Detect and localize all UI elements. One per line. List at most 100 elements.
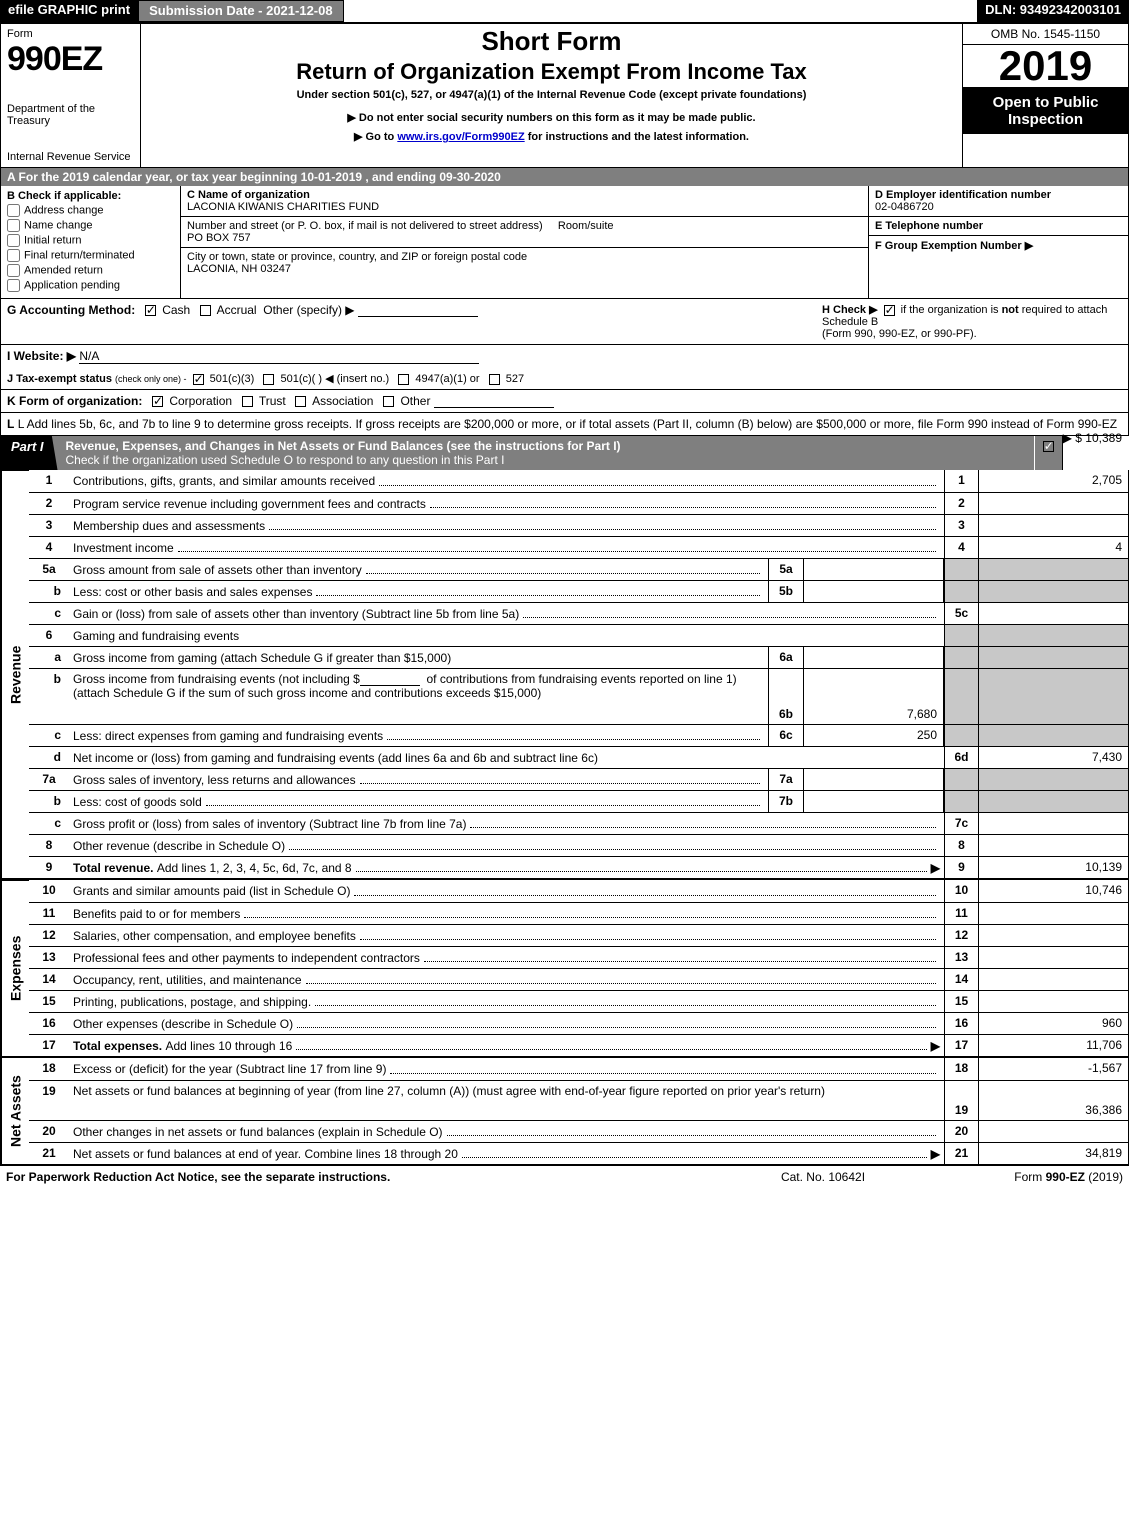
midval-5a bbox=[804, 559, 944, 580]
num-21: 21 bbox=[944, 1143, 978, 1164]
b-label: B Check if applicable: bbox=[7, 190, 174, 202]
short-form-title: Short Form bbox=[147, 26, 956, 57]
mid-7a: 7a bbox=[768, 769, 804, 790]
mid-6c: 6c bbox=[768, 725, 804, 746]
e-label: E Telephone number bbox=[875, 220, 1122, 232]
num-15: 15 bbox=[944, 991, 978, 1012]
footer-left: For Paperwork Reduction Act Notice, see … bbox=[6, 1170, 723, 1184]
l-amount: ▶ $ 10,389 bbox=[1063, 431, 1122, 445]
i-label: I Website: ▶ bbox=[7, 349, 76, 363]
g-cash: Cash bbox=[162, 303, 190, 317]
num-5c: 5c bbox=[944, 603, 978, 624]
val-7c bbox=[978, 813, 1128, 834]
j-4947-check[interactable] bbox=[398, 374, 409, 385]
form-label: Form bbox=[7, 28, 134, 40]
ssn-note: ▶ Do not enter social security numbers o… bbox=[147, 111, 956, 124]
part1-check-note: Check if the organization used Schedule … bbox=[66, 453, 505, 467]
g-cash-check[interactable] bbox=[145, 305, 156, 316]
part1-check[interactable] bbox=[1034, 436, 1062, 470]
num-13: 13 bbox=[944, 947, 978, 968]
table-row: aGross income from gaming (attach Schedu… bbox=[29, 646, 1128, 668]
part1-table: Revenue 1Contributions, gifts, grants, a… bbox=[0, 470, 1129, 1166]
table-row: 15Printing, publications, postage, and s… bbox=[29, 990, 1128, 1012]
desc-12: Salaries, other compensation, and employ… bbox=[69, 925, 944, 946]
section-a-banner: A For the 2019 calendar year, or tax yea… bbox=[0, 168, 1129, 186]
midval-6c: 250 bbox=[804, 725, 944, 746]
check-amended-return[interactable]: Amended return bbox=[7, 264, 174, 277]
ln-6: 6 bbox=[29, 625, 69, 646]
k-corp-check[interactable] bbox=[152, 396, 163, 407]
num-7b-grey bbox=[944, 791, 978, 812]
efile-label: efile GRAPHIC print bbox=[0, 0, 138, 22]
val-15 bbox=[978, 991, 1128, 1012]
midval-5b bbox=[804, 581, 944, 602]
section-g-h: G Accounting Method: Cash Accrual Other … bbox=[0, 299, 1129, 345]
h-text3: (Form 990, 990-EZ, or 990-PF). bbox=[822, 328, 977, 340]
h-check[interactable] bbox=[884, 305, 895, 316]
val-13 bbox=[978, 947, 1128, 968]
val-19: 36,386 bbox=[978, 1081, 1128, 1120]
desc-6d: Net income or (loss) from gaming and fun… bbox=[69, 747, 944, 768]
j-501c3-check[interactable] bbox=[193, 374, 204, 385]
city-label: City or town, state or province, country… bbox=[187, 251, 862, 263]
num-10: 10 bbox=[944, 880, 978, 902]
check-initial-return[interactable]: Initial return bbox=[7, 234, 174, 247]
j-501c-check[interactable] bbox=[263, 374, 274, 385]
h-label: H Check ▶ bbox=[822, 304, 878, 316]
table-row: 8Other revenue (describe in Schedule O)8 bbox=[29, 834, 1128, 856]
k-label: K Form of organization: bbox=[7, 394, 142, 408]
table-row: cLess: direct expenses from gaming and f… bbox=[29, 724, 1128, 746]
val-14 bbox=[978, 969, 1128, 990]
side-netassets: Net Assets bbox=[1, 1058, 29, 1164]
num-7a-grey bbox=[944, 769, 978, 790]
section-l: L L Add lines 5b, 6c, and 7b to line 9 t… bbox=[0, 413, 1129, 436]
desc-5a: Gross amount from sale of assets other t… bbox=[69, 559, 768, 580]
mid-6b: 6b bbox=[768, 669, 804, 724]
num-6c-grey bbox=[944, 725, 978, 746]
desc-4: Investment income bbox=[69, 537, 944, 558]
header-left: Form 990EZ Department of the Treasury In… bbox=[1, 24, 141, 167]
midval-7a bbox=[804, 769, 944, 790]
table-row: 20Other changes in net assets or fund ba… bbox=[29, 1120, 1128, 1142]
table-row: 18Excess or (deficit) for the year (Subt… bbox=[29, 1058, 1128, 1080]
desc-17: Total expenses. Add lines 10 through 16▶ bbox=[69, 1035, 944, 1056]
check-address-change[interactable]: Address change bbox=[7, 204, 174, 217]
ln-5b: b bbox=[29, 581, 69, 602]
j-527-check[interactable] bbox=[489, 374, 500, 385]
num-5b-grey bbox=[944, 581, 978, 602]
ln-6d: d bbox=[29, 747, 69, 768]
desc-2: Program service revenue including govern… bbox=[69, 493, 944, 514]
org-name-row: C Name of organization LACONIA KIWANIS C… bbox=[181, 186, 868, 217]
k-other-check[interactable] bbox=[383, 396, 394, 407]
val-5a-grey bbox=[978, 559, 1128, 580]
irs-link[interactable]: www.irs.gov/Form990EZ bbox=[397, 131, 524, 143]
check-final-return[interactable]: Final return/terminated bbox=[7, 249, 174, 262]
num-2: 2 bbox=[944, 493, 978, 514]
k-assoc-check[interactable] bbox=[295, 396, 306, 407]
k-trust-check[interactable] bbox=[242, 396, 253, 407]
num-7c: 7c bbox=[944, 813, 978, 834]
table-row: bLess: cost of goods sold7b bbox=[29, 790, 1128, 812]
ln-2: 2 bbox=[29, 493, 69, 514]
val-16: 960 bbox=[978, 1013, 1128, 1034]
desc-5c: Gain or (loss) from sale of assets other… bbox=[69, 603, 944, 624]
d-label: D Employer identification number bbox=[875, 189, 1122, 201]
check-name-change[interactable]: Name change bbox=[7, 219, 174, 232]
val-1: 2,705 bbox=[978, 470, 1128, 492]
footer-mid: Cat. No. 10642I bbox=[723, 1170, 923, 1184]
desc-16: Other expenses (describe in Schedule O) bbox=[69, 1013, 944, 1034]
table-row: 14Occupancy, rent, utilities, and mainte… bbox=[29, 968, 1128, 990]
check-application-pending[interactable]: Application pending bbox=[7, 279, 174, 292]
department: Department of the Treasury bbox=[7, 103, 134, 127]
k-corp: Corporation bbox=[169, 394, 232, 408]
val-18: -1,567 bbox=[978, 1058, 1128, 1080]
addr-value: PO BOX 757 bbox=[187, 232, 862, 244]
ln-5c: c bbox=[29, 603, 69, 624]
num-1: 1 bbox=[944, 470, 978, 492]
g-accrual-check[interactable] bbox=[200, 305, 211, 316]
num-3: 3 bbox=[944, 515, 978, 536]
table-row: 12Salaries, other compensation, and empl… bbox=[29, 924, 1128, 946]
num-6a-grey bbox=[944, 647, 978, 668]
ln-6b: b bbox=[29, 669, 69, 724]
desc-19: Net assets or fund balances at beginning… bbox=[69, 1081, 944, 1120]
